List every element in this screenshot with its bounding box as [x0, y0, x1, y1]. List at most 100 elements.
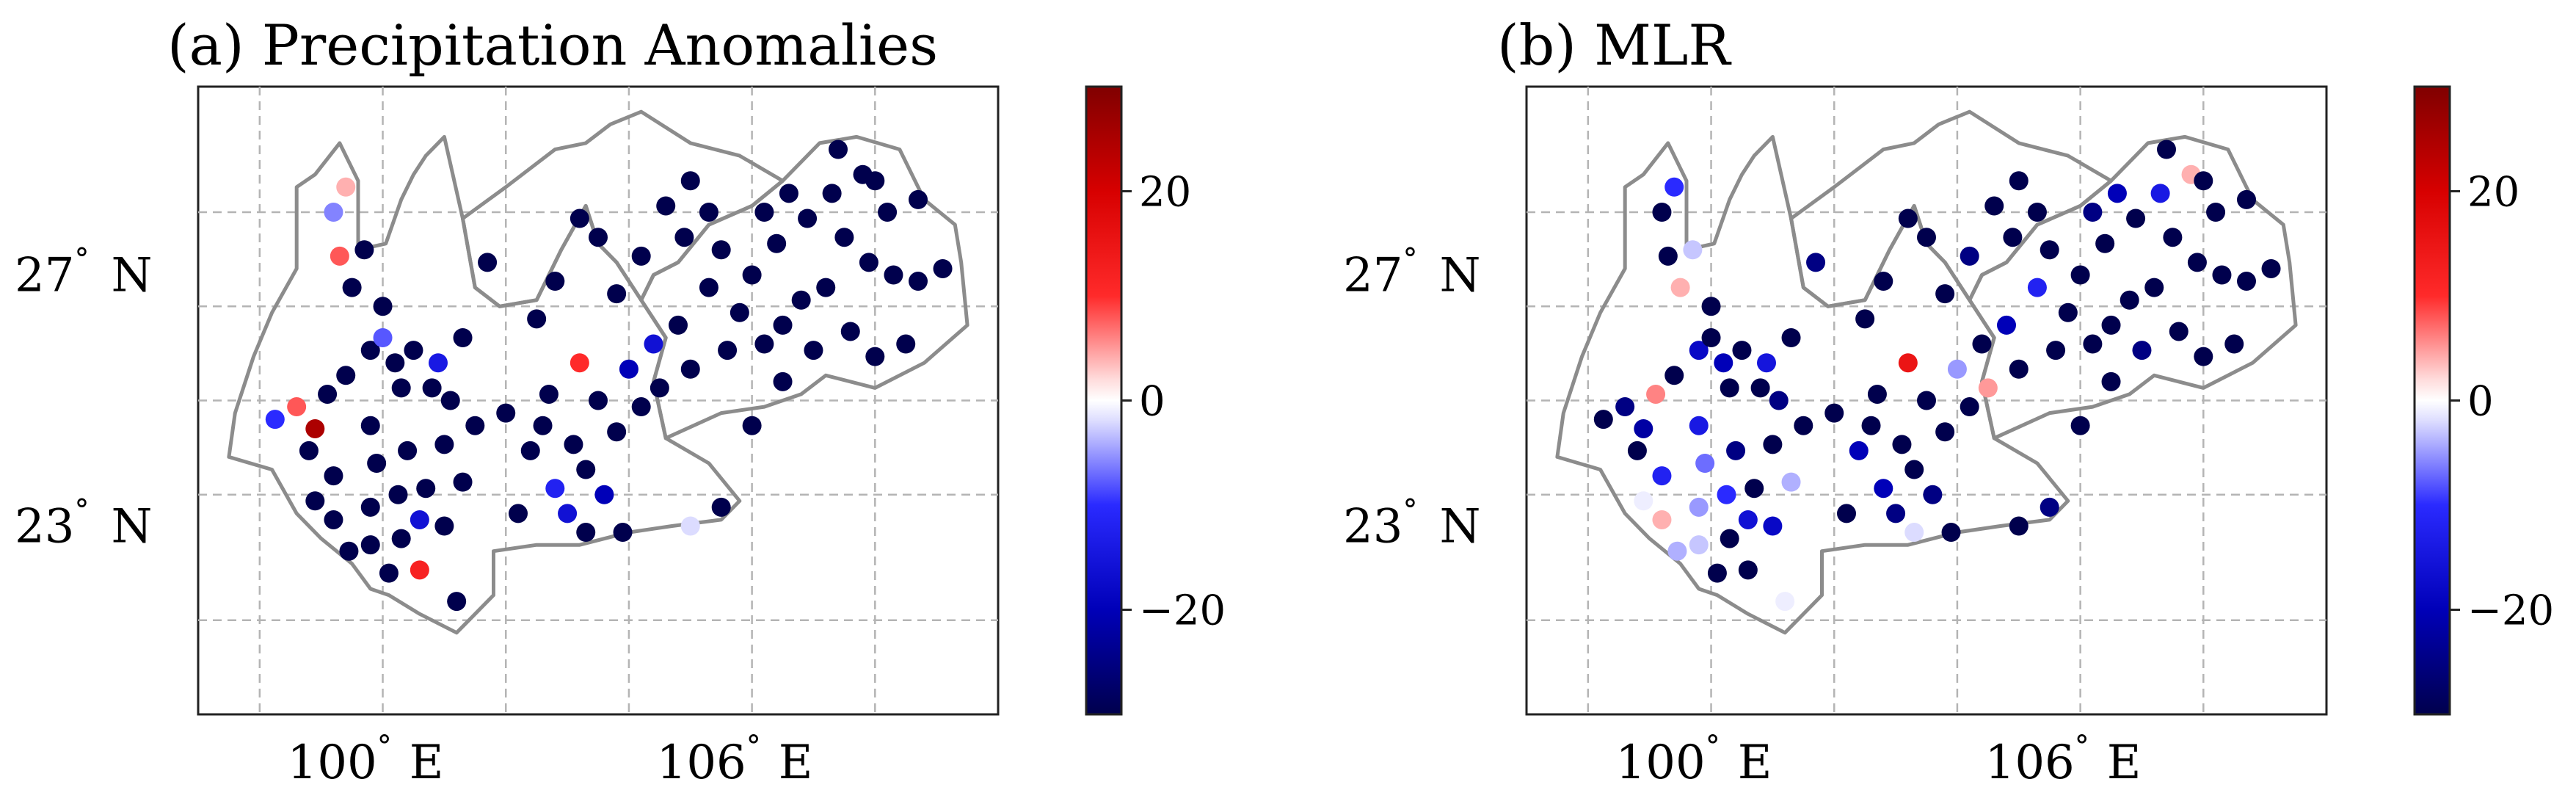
station-dot	[1689, 416, 1709, 435]
station-dot	[933, 258, 953, 278]
panel-a-stations	[265, 139, 953, 612]
station-dot	[1701, 328, 1721, 347]
station-dot	[2070, 265, 2090, 285]
station-dot	[631, 397, 651, 417]
panel-b-title: (b) MLR	[1497, 12, 1732, 78]
station-dot	[1978, 378, 1998, 398]
panel-b-gridlines	[1527, 87, 2326, 714]
station-dot	[533, 416, 553, 435]
station-dot	[527, 309, 547, 329]
station-dot	[2237, 272, 2256, 291]
station-dot	[878, 203, 898, 222]
station-dot	[822, 184, 842, 203]
station-dot	[545, 479, 565, 499]
station-dot	[680, 171, 700, 191]
station-dot	[1683, 240, 1703, 260]
station-dot	[1763, 516, 1783, 536]
station-dot	[699, 278, 718, 297]
colorbar-tick-label: 0	[1139, 378, 1165, 426]
station-dot	[669, 315, 688, 335]
panel-b: (b) MLR 100° E 106° E 27° N 23° N 20 0 −20	[1343, 12, 2554, 790]
station-dot	[1701, 297, 1721, 316]
station-dot	[360, 535, 380, 555]
station-dot	[265, 410, 285, 430]
station-dot	[1634, 418, 1653, 438]
station-dot	[434, 435, 454, 454]
station-dot	[391, 378, 411, 398]
station-dot	[1670, 278, 1690, 297]
station-dot	[1689, 535, 1709, 555]
station-dot	[1664, 177, 1684, 197]
station-dot	[305, 418, 325, 438]
station-dot	[1634, 491, 1653, 511]
station-dot	[2046, 341, 2066, 360]
station-dot	[680, 359, 700, 379]
panel-b-x-ticks: 100° E 106° E	[1616, 730, 2142, 790]
station-dot	[607, 422, 627, 442]
station-dot	[2003, 228, 2023, 247]
station-dot	[711, 240, 731, 260]
station-dot	[1898, 353, 1918, 373]
station-dot	[699, 203, 718, 222]
station-dot	[2027, 278, 2047, 297]
station-dot	[404, 341, 423, 360]
station-dot	[1664, 366, 1684, 385]
y-tick-label: 27° N	[1343, 243, 1480, 303]
station-dot	[840, 322, 860, 341]
station-dot	[674, 228, 694, 247]
x-tick-label: 100° E	[1616, 730, 1772, 790]
station-dot	[909, 272, 928, 291]
station-dot	[1775, 592, 1795, 612]
station-dot	[834, 228, 854, 247]
station-dot	[1769, 391, 1789, 410]
station-dot	[589, 391, 608, 410]
station-dot	[1935, 284, 1955, 304]
station-dot	[1849, 441, 1869, 460]
station-dot	[1917, 228, 1936, 247]
station-dot	[742, 265, 762, 285]
station-dot	[318, 384, 338, 404]
station-dot	[1720, 529, 1739, 548]
station-dot	[520, 441, 540, 460]
station-dot	[644, 334, 663, 354]
station-dot	[2040, 497, 2059, 517]
station-dot	[1904, 523, 1924, 543]
station-dot	[1627, 441, 1647, 460]
y-tick-label: 23° N	[15, 494, 152, 554]
station-dot	[2027, 203, 2047, 222]
station-dot	[589, 228, 608, 247]
station-dot	[594, 485, 614, 504]
station-dot	[564, 435, 583, 454]
station-dot	[2169, 322, 2188, 341]
station-dot	[2187, 253, 2207, 272]
panel-a-y-ticks: 27° N 23° N	[15, 243, 152, 554]
station-dot	[1997, 315, 2016, 335]
station-dot	[2194, 347, 2213, 366]
station-dot	[1806, 253, 1826, 272]
station-dot	[1652, 510, 1672, 529]
station-dot	[2157, 139, 2176, 159]
station-dot	[896, 334, 916, 354]
station-dot	[410, 510, 429, 529]
station-dot	[342, 278, 362, 297]
station-dot	[570, 353, 589, 373]
station-dot	[558, 504, 578, 523]
station-dot	[2095, 233, 2115, 253]
panel-b-colorbar: 20 0 −20	[2413, 85, 2554, 716]
station-dot	[496, 403, 516, 423]
station-dot	[711, 497, 731, 517]
station-dot	[440, 391, 460, 410]
station-dot	[798, 209, 818, 228]
station-dot	[422, 378, 442, 398]
station-dot	[330, 246, 349, 266]
station-dot	[2107, 184, 2127, 203]
station-dot	[2144, 278, 2164, 297]
station-dot	[373, 328, 393, 347]
station-dot	[2009, 516, 2029, 536]
station-dot	[2040, 240, 2059, 260]
station-dot	[2009, 359, 2029, 379]
station-dot	[539, 384, 559, 404]
station-dot	[1867, 384, 1887, 404]
panel-a: (a) Precipitation Anomalies 100° E 106° E 2…	[15, 12, 1226, 790]
station-dot	[1689, 497, 1709, 517]
